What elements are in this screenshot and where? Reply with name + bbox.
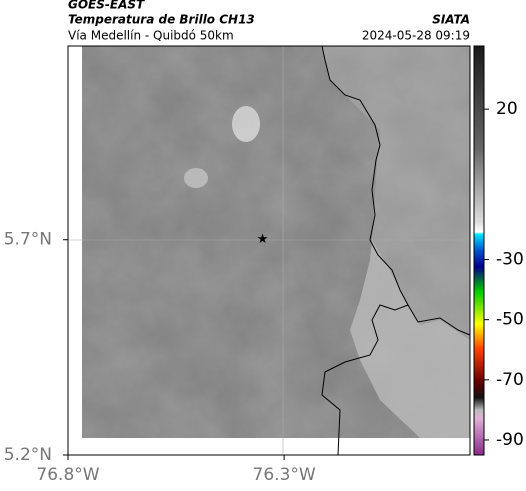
x-tick-label: 76.8°W [36,465,99,485]
colorbar [473,45,485,456]
map-frame [67,45,471,456]
datetime: 2024-05-28 09:19 [362,29,470,43]
satellite: GOES-EAST [68,0,145,12]
colorbar-tick-label: -70 [496,370,524,390]
y-tick-label: 5.7°N [4,230,52,250]
x-tick-label: 76.3°W [253,465,316,485]
location: Vía Medellín - Quibdó 50km [68,29,234,43]
colorbar-tick-label: -50 [496,310,524,330]
y-tick-label: 5.2°N [4,445,52,465]
location-marker: ★ [257,232,269,247]
product: Temperatura de Brillo CH13 [68,13,255,27]
imagery [68,45,471,456]
colorbar-tick-label: 20 [496,99,518,119]
colorbar-tick-label: -90 [496,430,524,450]
colorbar-tick-label: -30 [496,250,524,270]
source: SIATA [432,13,470,27]
